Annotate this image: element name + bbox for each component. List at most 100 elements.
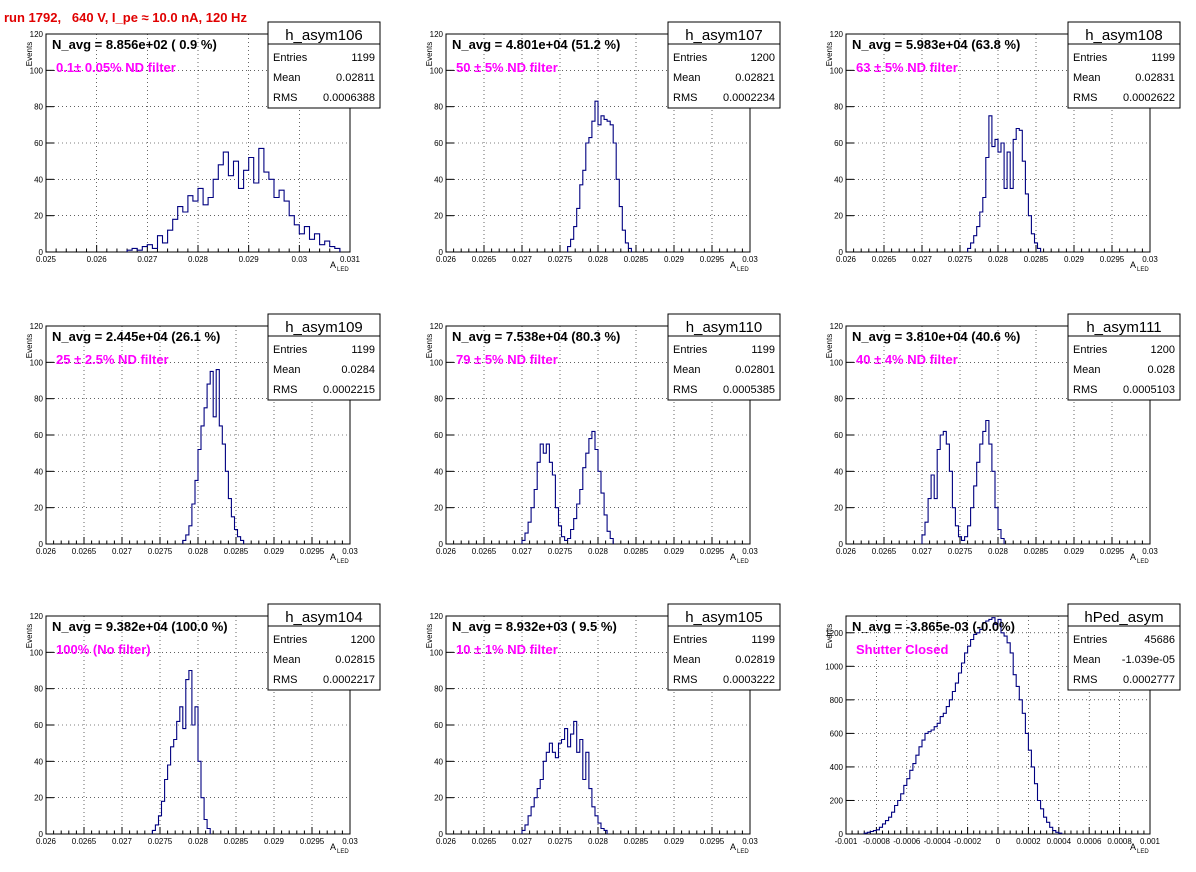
stats-value-mean: 0.028	[1147, 364, 1175, 376]
x-tick-label: -0.0004	[924, 837, 952, 846]
y-tick-label: 60	[434, 431, 443, 440]
y-tick-label: 1200	[825, 629, 843, 638]
x-tick-label: 0.0295	[700, 255, 725, 264]
y-tick-label: 100	[830, 66, 844, 75]
stats-box: h_asym110 Entries 1199 Mean 0.02801 RMS 0.0005…	[667, 313, 781, 401]
stats-key-rms: RMS	[1073, 384, 1097, 396]
y-tick-label: 60	[434, 139, 443, 148]
y-tick-label: 120	[830, 30, 844, 39]
navg-label: N_avg = 7.538e+04 (80.3 %)	[452, 329, 620, 344]
stats-box-frame	[267, 313, 381, 401]
y-tick-label: 120	[430, 322, 444, 331]
stats-title: h_asym110	[686, 319, 762, 336]
stats-key-entries: Entries	[1073, 52, 1108, 64]
x-tick-label: 0.0265	[472, 547, 497, 556]
y-tick-label: 0	[839, 830, 844, 839]
y-tick-label: 80	[834, 395, 843, 404]
x-tick-label: 0.0265	[472, 837, 497, 846]
stats-key-entries: Entries	[673, 634, 708, 646]
stats-value-rms: 0.0006388	[323, 92, 375, 104]
stats-value-mean: 0.02801	[735, 364, 775, 376]
y-tick-label: 40	[34, 467, 43, 476]
x-axis-label: A	[1130, 842, 1136, 852]
stats-value-entries: 1199	[351, 344, 375, 356]
y-tick-label: 1000	[825, 662, 843, 671]
x-tick-label: 0.0265	[872, 547, 897, 556]
navg-label: N_avg = 4.801e+04 (51.2 %)	[452, 37, 620, 52]
stats-value-mean: 0.02819	[735, 654, 775, 666]
histogram-bars	[967, 115, 1042, 252]
y-axis-label: Events	[825, 334, 834, 358]
x-axis-label: A	[1130, 552, 1136, 562]
x-axis-label-sub: LED	[737, 849, 749, 855]
x-tick-label: 0.03	[1142, 255, 1158, 264]
y-tick-label: 100	[430, 648, 444, 657]
x-axis-label-sub: LED	[737, 559, 749, 565]
y-tick-label: 20	[34, 212, 43, 221]
y-tick-label: 120	[430, 612, 444, 621]
stats-box: h_asym108 Entries 1199 Mean 0.02831 RMS 0.0002…	[1067, 21, 1181, 109]
x-tick-label: 0.03	[342, 547, 358, 556]
stats-key-rms: RMS	[273, 384, 297, 396]
x-tick-label: 0.029	[664, 547, 685, 556]
stats-key-mean: Mean	[273, 654, 301, 666]
filter-label: 10 ± 1% ND filter	[456, 642, 558, 657]
x-tick-label: 0.0004	[1047, 837, 1072, 846]
histogram-bars	[921, 419, 1005, 544]
x-tick-label: 0.026	[836, 255, 857, 264]
x-tick-label: 0.0275	[148, 547, 173, 556]
x-tick-label: 0.028	[188, 837, 209, 846]
y-tick-label: 60	[434, 721, 443, 730]
x-axis-label-sub: LED	[1137, 559, 1149, 565]
x-tick-label: 0.0265	[72, 547, 97, 556]
x-tick-label: 0.026	[436, 255, 457, 264]
stats-box-frame	[1067, 603, 1181, 691]
stats-key-rms: RMS	[273, 92, 297, 104]
stats-box-frame	[667, 603, 781, 691]
stats-value-rms: 0.0002215	[323, 384, 375, 396]
y-tick-label: 40	[34, 175, 43, 184]
stats-value-rms: 0.0002234	[723, 92, 775, 104]
y-tick-label: 60	[34, 721, 43, 730]
y-axis-label: Events	[825, 42, 834, 66]
x-tick-label: 0.0275	[548, 547, 573, 556]
stats-title: h_asym107	[685, 27, 763, 44]
x-tick-label: 0.029	[264, 837, 285, 846]
histogram-panel-h_asym110: 0.026 0.0265 0.027 0.0275 0.028 0.0285 0.029 0.…	[425, 313, 781, 565]
filter-label: 79 ± 5% ND filter	[456, 352, 558, 367]
x-tick-label: 0.001	[1140, 837, 1161, 846]
y-tick-label: 120	[30, 322, 44, 331]
y-axis-label: Events	[25, 624, 34, 648]
y-tick-label: 20	[434, 504, 443, 513]
filter-label: Shutter Closed	[856, 642, 949, 657]
x-tick-label: 0.0295	[1100, 547, 1125, 556]
x-tick-label: 0.029	[1064, 547, 1085, 556]
histogram-panel-h_asym107: 0.026 0.0265 0.027 0.0275 0.028 0.0285 0.029 0.…	[425, 21, 781, 273]
x-tick-label: 0.029	[239, 255, 260, 264]
x-tick-label: 0.0285	[1024, 547, 1049, 556]
stats-key-mean: Mean	[1073, 72, 1101, 84]
stats-value-mean: 0.02811	[336, 72, 375, 84]
x-axis-label: A	[330, 260, 336, 270]
x-axis-label: A	[730, 260, 736, 270]
stats-value-mean: 0.02815	[335, 654, 375, 666]
stats-key-entries: Entries	[673, 344, 708, 356]
histogram-panel-h_asym111: 0.026 0.0265 0.027 0.0275 0.028 0.0285 0.029 0.…	[825, 313, 1181, 565]
stats-title: h_asym104	[285, 609, 363, 626]
histogram-panel-h_asym109: 0.026 0.0265 0.027 0.0275 0.028 0.0285 0.029 0.…	[25, 313, 381, 565]
y-tick-label: 20	[434, 212, 443, 221]
stats-value-entries: 1200	[1151, 344, 1175, 356]
filter-label: 63 ± 5% ND filter	[856, 60, 958, 75]
x-tick-label: 0.029	[264, 547, 285, 556]
stats-box: h_asym111 Entries 1200 Mean 0.028 RMS 0.000510…	[1067, 313, 1181, 401]
y-tick-label: 40	[34, 757, 43, 766]
stats-title: h_asym105	[685, 609, 763, 626]
stats-title: h_asym109	[285, 319, 363, 336]
y-axis-label: Events	[825, 624, 834, 648]
x-tick-label: -0.0008	[863, 837, 891, 846]
x-axis-label: A	[330, 552, 336, 562]
x-tick-label: 0.029	[664, 255, 685, 264]
stats-key-mean: Mean	[273, 72, 301, 84]
y-tick-label: 80	[34, 103, 43, 112]
